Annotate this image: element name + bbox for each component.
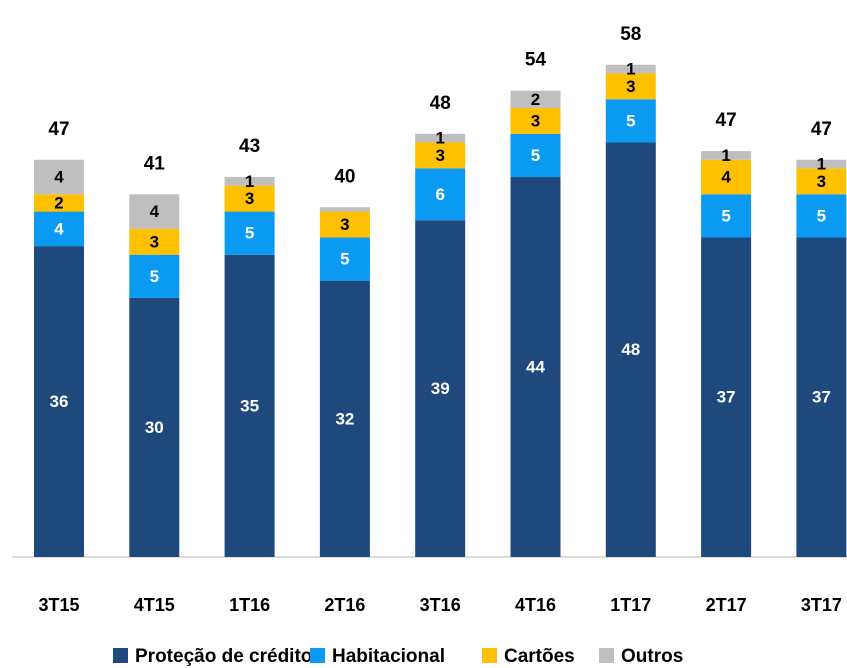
total-label: 47 [811, 119, 832, 140]
data-label: 37 [717, 388, 736, 407]
bar-segment [224, 177, 275, 186]
data-label: 44 [526, 357, 545, 376]
bar-segment [415, 220, 466, 558]
bar-segment [129, 228, 180, 255]
x-tick-label: 2T16 [324, 595, 365, 615]
bar-segment [34, 159, 84, 195]
bar-segment [701, 194, 752, 238]
legend-label: Habitacional [332, 646, 445, 667]
bar-segment [796, 159, 847, 169]
total-label: 48 [430, 93, 451, 114]
data-label: 3 [531, 111, 540, 130]
bar-segment [701, 237, 752, 557]
data-label: 3 [150, 232, 159, 251]
bar-segment [129, 194, 180, 229]
data-label: 2 [531, 90, 540, 109]
bar-segment [796, 194, 847, 238]
data-label: 5 [150, 267, 159, 286]
bar-segment [510, 90, 561, 108]
bar-segment [510, 133, 561, 178]
data-label: 1 [435, 129, 444, 148]
total-label: 40 [334, 166, 355, 187]
x-tick-label: 1T16 [229, 595, 270, 615]
bar-segment [129, 297, 180, 557]
x-tick-label: 3T16 [420, 595, 461, 615]
data-label: 5 [245, 224, 254, 243]
data-label: 4 [721, 168, 731, 187]
x-tick-label: 4T16 [515, 595, 556, 615]
legend-swatch [482, 648, 497, 663]
bar-segment [701, 151, 752, 160]
total-label: 58 [620, 24, 641, 45]
bar-segment [510, 177, 561, 557]
data-label: 1 [721, 146, 730, 165]
bar-segment [319, 280, 370, 557]
legend-swatch [113, 648, 128, 663]
bar-segment [415, 168, 466, 221]
data-label: 5 [626, 111, 635, 130]
bar-segment [701, 159, 752, 195]
x-tick-label: 1T17 [610, 595, 651, 615]
bar-segment [796, 237, 847, 557]
bar-segment [415, 142, 466, 169]
legend-label: Outros [621, 646, 683, 667]
data-label: 1 [817, 155, 826, 174]
bar-segment [415, 133, 466, 143]
total-label: 47 [716, 110, 737, 131]
total-label: 47 [48, 119, 69, 140]
data-label: 4 [150, 202, 160, 221]
bar-segment [605, 142, 656, 557]
bar-segment [34, 211, 84, 247]
bar-segment [224, 211, 275, 255]
data-label: 5 [817, 206, 826, 225]
bar-segment [319, 237, 370, 281]
data-label: 1 [626, 60, 635, 79]
bar-segment [605, 64, 656, 74]
x-tick-label: 4T15 [134, 595, 175, 615]
bar-segment [224, 254, 275, 557]
data-label: 36 [50, 392, 69, 411]
data-label: 48 [621, 340, 640, 359]
bar-segment [129, 254, 180, 298]
total-label: 43 [239, 136, 260, 157]
data-label: 3 [340, 215, 349, 234]
data-label: 3 [435, 146, 444, 165]
data-label: 35 [240, 396, 259, 415]
data-label: 4 [54, 168, 64, 187]
legend-label: Proteção de crédito [135, 646, 312, 667]
data-label: 4 [54, 219, 64, 238]
bar-segment [510, 107, 561, 134]
total-label: 54 [525, 50, 547, 71]
data-label: 5 [340, 250, 349, 269]
legend-swatch [599, 648, 614, 663]
data-label: 32 [335, 409, 354, 428]
bar-segment [605, 99, 656, 143]
total-label: 41 [144, 153, 166, 174]
data-label: 39 [431, 379, 450, 398]
data-label: 5 [531, 146, 540, 165]
data-label: 1 [245, 172, 254, 191]
bar-segment [605, 73, 656, 100]
bar-segment [319, 207, 370, 212]
x-tick-label: 3T15 [38, 595, 79, 615]
bar-segment [319, 211, 370, 238]
data-label: 3 [626, 77, 635, 96]
bar-segment [34, 246, 84, 557]
data-label: 2 [54, 193, 63, 212]
data-label: 3 [245, 189, 254, 208]
legend-swatch [310, 648, 325, 663]
bar-segment [224, 185, 275, 212]
data-label: 3 [817, 172, 826, 191]
x-tick-label: 3T17 [801, 595, 842, 615]
legend-label: Cartões [504, 646, 575, 667]
data-label: 30 [145, 418, 164, 437]
bar-segment [796, 168, 847, 195]
bar-segment [34, 194, 84, 212]
data-label: 5 [721, 206, 730, 225]
data-label: 37 [812, 388, 831, 407]
x-tick-label: 2T17 [706, 595, 747, 615]
data-label: 6 [435, 185, 444, 204]
